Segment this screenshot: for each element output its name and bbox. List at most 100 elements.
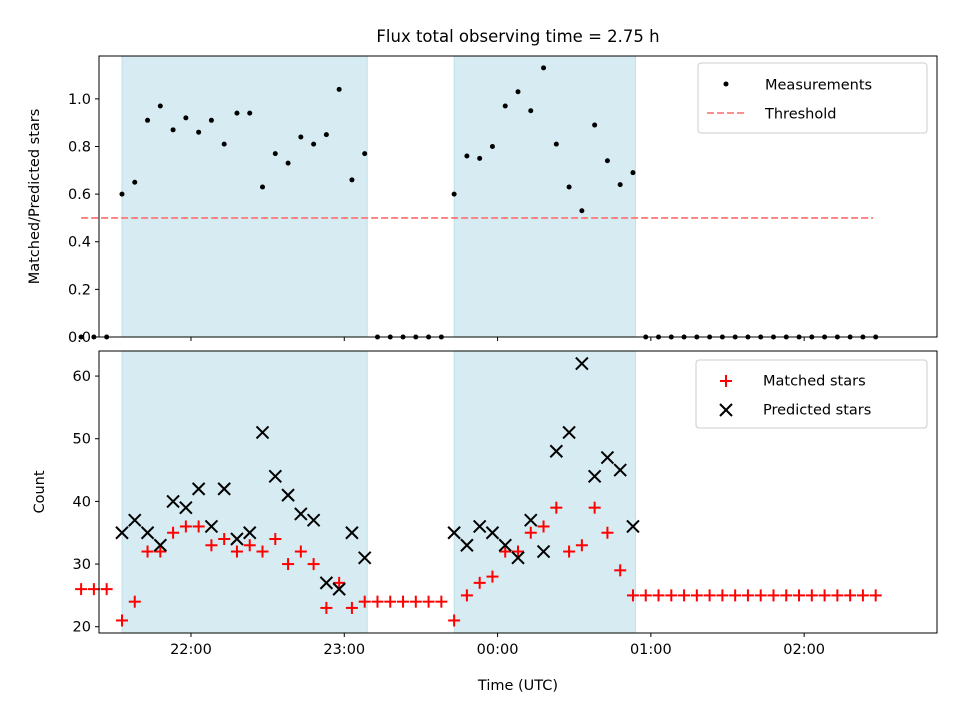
measurement-point bbox=[221, 141, 227, 147]
matched-star-point bbox=[716, 589, 729, 602]
measurement-point bbox=[323, 132, 329, 138]
matched-star-point bbox=[141, 545, 154, 558]
measurement-point bbox=[515, 89, 521, 95]
predicted-star-point bbox=[498, 538, 512, 552]
measurement-point bbox=[502, 103, 508, 109]
predicted-star-point bbox=[217, 482, 231, 496]
measurement-point bbox=[464, 153, 470, 159]
matched-star-point bbox=[371, 595, 384, 608]
predicted-star-point bbox=[166, 494, 180, 509]
measurement-point bbox=[157, 103, 163, 109]
matched-star-point bbox=[243, 539, 256, 552]
matched-star-point bbox=[652, 589, 665, 602]
predicted-star-point bbox=[255, 425, 270, 440]
matched-star-point bbox=[780, 589, 793, 602]
top-y-ticks: 0.0 0.2 0.4 0.6 0.8 1.0 bbox=[68, 92, 99, 346]
matched-star-point bbox=[805, 589, 818, 602]
x-tick-label: 00:00 bbox=[477, 642, 519, 658]
measurement-point bbox=[541, 65, 547, 71]
matched-star-point bbox=[448, 614, 461, 627]
measurement-point bbox=[477, 155, 483, 161]
predicted-star-point bbox=[447, 526, 461, 540]
top-legend: Measurements Threshold bbox=[697, 62, 928, 134]
measurement-point bbox=[285, 160, 291, 166]
matched-star-point bbox=[524, 526, 537, 539]
predicted-star-point bbox=[549, 444, 564, 458]
matched-star-point bbox=[75, 583, 88, 596]
matched-star-point bbox=[601, 526, 614, 539]
predicted-star-point bbox=[243, 526, 257, 540]
x-axis-label: Time (UTC) bbox=[477, 678, 558, 694]
top-axes-frame bbox=[98, 55, 938, 338]
measurement-point bbox=[145, 117, 151, 123]
matched-star-point bbox=[473, 576, 486, 589]
predicted-star-point bbox=[332, 582, 346, 596]
y-tick-label: 50 bbox=[73, 432, 91, 448]
measurement-point bbox=[566, 184, 572, 190]
matched-star-point bbox=[100, 583, 113, 596]
matched-star-point bbox=[435, 595, 448, 608]
matched-star-point bbox=[486, 570, 499, 583]
matched-star-point bbox=[397, 595, 410, 608]
predicted-star-point bbox=[600, 450, 615, 465]
matched-star-point bbox=[358, 595, 371, 608]
matched-star-point bbox=[537, 520, 550, 533]
matched-star-point bbox=[269, 533, 282, 545]
measurement-point bbox=[119, 191, 125, 197]
y-tick-label: 0.8 bbox=[68, 139, 91, 155]
bottom-shaded-regions bbox=[121, 350, 637, 634]
legend-matched-marker bbox=[720, 375, 732, 387]
y-tick-label: 20 bbox=[73, 620, 91, 636]
matched-star-point bbox=[665, 589, 678, 602]
matched-star-point bbox=[639, 589, 652, 602]
matched-star-point bbox=[588, 501, 601, 514]
bottom-panel: 20 30 40 50 60 22:00 23:00 00:00 01:00 02:00 Cou… bbox=[32, 350, 938, 694]
matched-star-point bbox=[793, 589, 806, 602]
legend-measurements-marker bbox=[723, 81, 729, 87]
measurement-point bbox=[553, 141, 559, 147]
predicted-star-point bbox=[562, 425, 576, 440]
predicted-star-point bbox=[230, 532, 244, 546]
legend-predicted-label: Predicted stars bbox=[763, 403, 871, 419]
measurement-point bbox=[349, 177, 355, 183]
predicted-star-point bbox=[485, 526, 500, 540]
measurement-point bbox=[78, 334, 84, 340]
measurement-point bbox=[451, 191, 457, 197]
matched-star-point bbox=[818, 589, 831, 602]
predicted-star-point bbox=[306, 513, 321, 527]
y-tick-label: 0.2 bbox=[68, 282, 91, 298]
predicted-star-point bbox=[511, 551, 525, 565]
predicted-star-point bbox=[626, 519, 640, 534]
matched-star-point bbox=[333, 576, 346, 589]
bottom-axes-frame bbox=[98, 350, 938, 634]
predicted-star-point bbox=[524, 513, 538, 527]
matched-star-point bbox=[282, 558, 295, 571]
y-tick-label: 0.0 bbox=[68, 330, 91, 346]
predicted-star-point bbox=[179, 500, 193, 515]
shaded-interval-1 bbox=[121, 55, 368, 338]
matched-star-point bbox=[741, 589, 754, 602]
legend-threshold-label: Threshold bbox=[764, 107, 836, 123]
predicted-star-point bbox=[128, 513, 142, 527]
legend-measurements-label: Measurements bbox=[765, 78, 872, 94]
matched-star-point bbox=[345, 601, 358, 614]
predicted-star-point bbox=[153, 538, 168, 552]
x-tick-label: 23:00 bbox=[323, 642, 365, 658]
matched-star-point bbox=[856, 589, 869, 602]
matched-star-point bbox=[167, 526, 180, 539]
matched-star-point bbox=[729, 589, 742, 602]
matched-star-point bbox=[831, 589, 844, 602]
matched-star-point bbox=[678, 589, 691, 602]
matched-stars-points bbox=[75, 501, 882, 627]
matched-star-point bbox=[754, 589, 767, 602]
predicted-star-point bbox=[575, 356, 589, 371]
measurement-point bbox=[579, 208, 585, 214]
matched-star-point bbox=[230, 545, 243, 558]
matched-star-point bbox=[128, 595, 141, 608]
x-tick-label: 01:00 bbox=[630, 642, 672, 658]
predicted-star-point bbox=[140, 526, 155, 540]
measurement-point bbox=[336, 86, 342, 92]
predicted-star-point bbox=[319, 576, 334, 590]
measurement-point bbox=[183, 115, 189, 121]
